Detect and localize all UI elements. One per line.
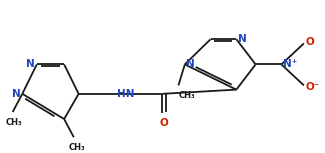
Text: N: N <box>12 89 21 99</box>
Text: N: N <box>238 34 247 43</box>
Text: CH₃: CH₃ <box>69 143 85 152</box>
Text: N: N <box>187 59 195 69</box>
Text: O: O <box>160 118 168 128</box>
Text: N⁺: N⁺ <box>283 59 297 69</box>
Text: N: N <box>26 59 35 69</box>
Text: HN: HN <box>117 89 135 99</box>
Text: O⁻: O⁻ <box>306 82 320 92</box>
Text: CH₃: CH₃ <box>6 118 22 127</box>
Text: O: O <box>306 37 314 47</box>
Text: CH₃: CH₃ <box>178 91 195 100</box>
